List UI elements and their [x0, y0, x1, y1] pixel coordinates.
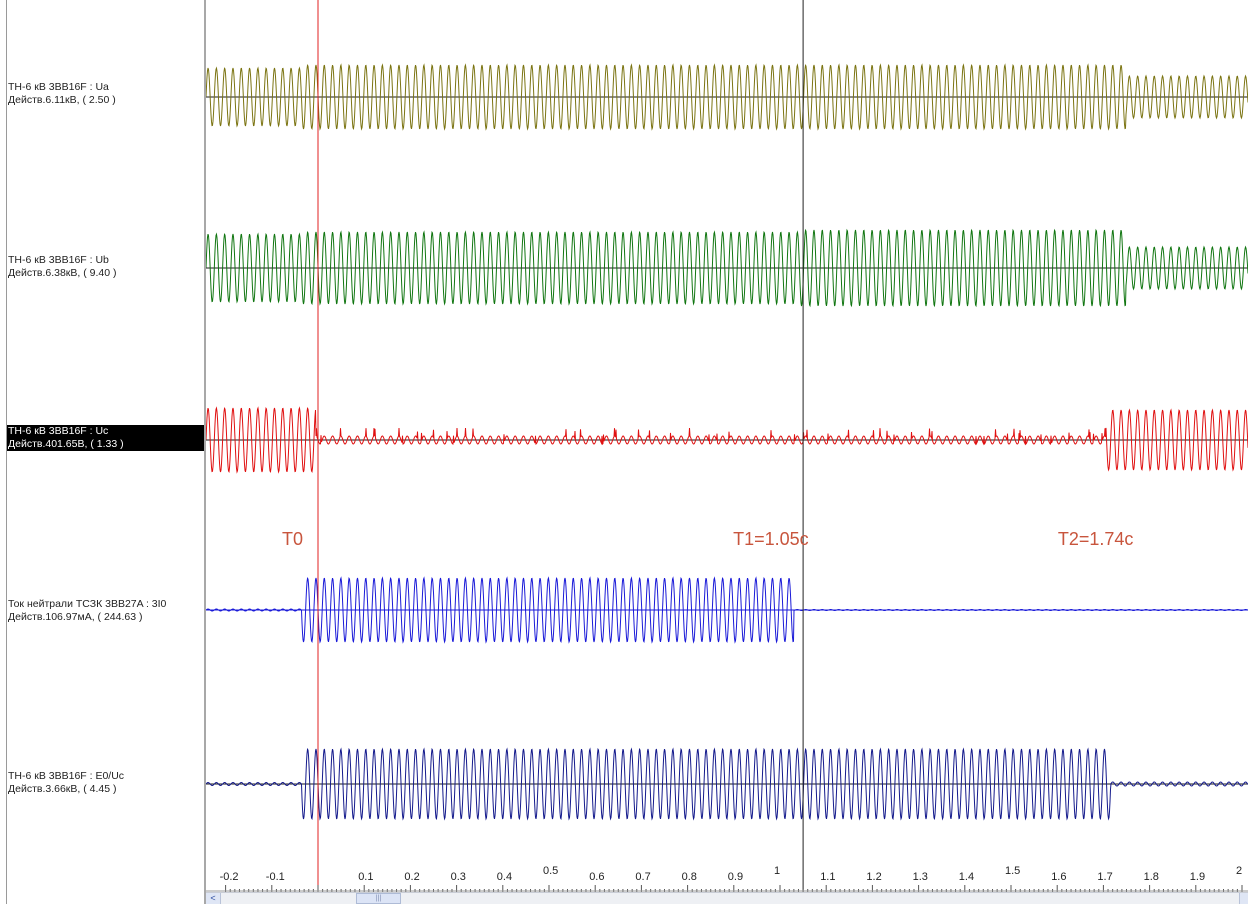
channel-value: Действ.3.66кВ, ( 4.45 ) [8, 783, 205, 796]
axis-tick-label: -0.2 [220, 871, 239, 883]
channel-value: Действ.106.97мА, ( 244.63 ) [8, 611, 205, 624]
marker-label-1: T1=1.05с [733, 529, 809, 549]
axis-tick-label: -0.1 [266, 871, 285, 883]
channel-value: Действ.401.65В, ( 1.33 ) [8, 438, 205, 451]
scroll-right-arrow-icon[interactable] [1239, 893, 1248, 904]
axis-tick-label: 1.5 [1005, 865, 1020, 877]
trace-4 [206, 749, 1248, 819]
scroll-thumb[interactable]: ||| [356, 893, 401, 904]
trace-2 [206, 408, 1248, 472]
channel-name: TH-6 кВ 3BB16F : E0/Uc [8, 770, 205, 783]
trace-0 [206, 65, 1248, 129]
channel-label-ub[interactable]: TH-6 кВ 3BB16F : Ub Действ.6.38кВ, ( 9.4… [7, 254, 205, 280]
scroll-left-arrow-icon[interactable]: < [206, 893, 221, 904]
axis-tick-label: 1.4 [959, 871, 974, 883]
axis-tick-label: 1 [774, 865, 780, 877]
channel-name: TH-6 кВ 3BB16F : Uc [8, 425, 205, 438]
trace-1 [206, 230, 1248, 306]
channel-label-ua[interactable]: TH-6 кВ 3BB16F : Ua Действ.6.11кВ, ( 2.5… [7, 81, 205, 107]
channel-label-uc[interactable]: TH-6 кВ 3BB16F : Uc Действ.401.65В, ( 1.… [7, 425, 205, 451]
axis-tick-label: 1.7 [1097, 871, 1112, 883]
axis-tick-label: 2 [1236, 865, 1242, 877]
channel-label-e0-uc[interactable]: TH-6 кВ 3BB16F : E0/Uc Действ.3.66кВ, ( … [7, 770, 205, 796]
axis-tick-label: 1.6 [1051, 871, 1066, 883]
axis-tick-label: 0.1 [358, 871, 373, 883]
waveform-plot[interactable]: T0 T1=1.05с T2=1.74с -0.2 -0.1 0.1 0.2 0.3 0.4 0… [206, 0, 1248, 892]
marker-label-2: T2=1.74с [1058, 529, 1134, 549]
axis-tick-label: 0.2 [404, 871, 419, 883]
channel-value: Действ.6.11кВ, ( 2.50 ) [8, 94, 205, 107]
waveform-traces [206, 65, 1248, 819]
axis-tick-label: 0.9 [728, 871, 743, 883]
channel-value: Действ.6.38кВ, ( 9.40 ) [8, 267, 205, 280]
marker-labels: T0 T1=1.05с T2=1.74с [282, 529, 1133, 549]
axis-tick-label: 0.6 [589, 871, 604, 883]
axis-tick-label: 1.8 [1144, 871, 1159, 883]
axis-tick-label: 0.3 [451, 871, 466, 883]
trace-3 [206, 578, 1248, 642]
axis-tick-label: 1.9 [1190, 871, 1205, 883]
axis-tick-label: 1.2 [866, 871, 881, 883]
horizontal-scrollbar[interactable]: < ||| [206, 892, 1248, 904]
channel-name: Ток нейтрали ТСЗК 3BB27A : 3I0 [8, 598, 205, 611]
marker-label-0: T0 [282, 529, 303, 549]
axis-tick-label: 0.4 [497, 871, 512, 883]
channel-name: TH-6 кВ 3BB16F : Ua [8, 81, 205, 94]
channel-label-3i0[interactable]: Ток нейтрали ТСЗК 3BB27A : 3I0 Действ.10… [7, 598, 205, 624]
axis-tick-label: 0.5 [543, 865, 558, 877]
axis-tick-label: 0.8 [682, 871, 697, 883]
time-axis: -0.2 -0.1 0.1 0.2 0.3 0.4 0.5 0.6 0.7 0.8 0.9 1 1.1 1… [206, 865, 1248, 892]
axis-tick-label: 1.3 [913, 871, 928, 883]
axis-tick-label: 1.1 [820, 871, 835, 883]
channel-name: TH-6 кВ 3BB16F : Ub [8, 254, 205, 267]
channel-label-panel: TH-6 кВ 3BB16F : Ua Действ.6.11кВ, ( 2.5… [7, 0, 205, 904]
axis-tick-label: 0.7 [635, 871, 650, 883]
